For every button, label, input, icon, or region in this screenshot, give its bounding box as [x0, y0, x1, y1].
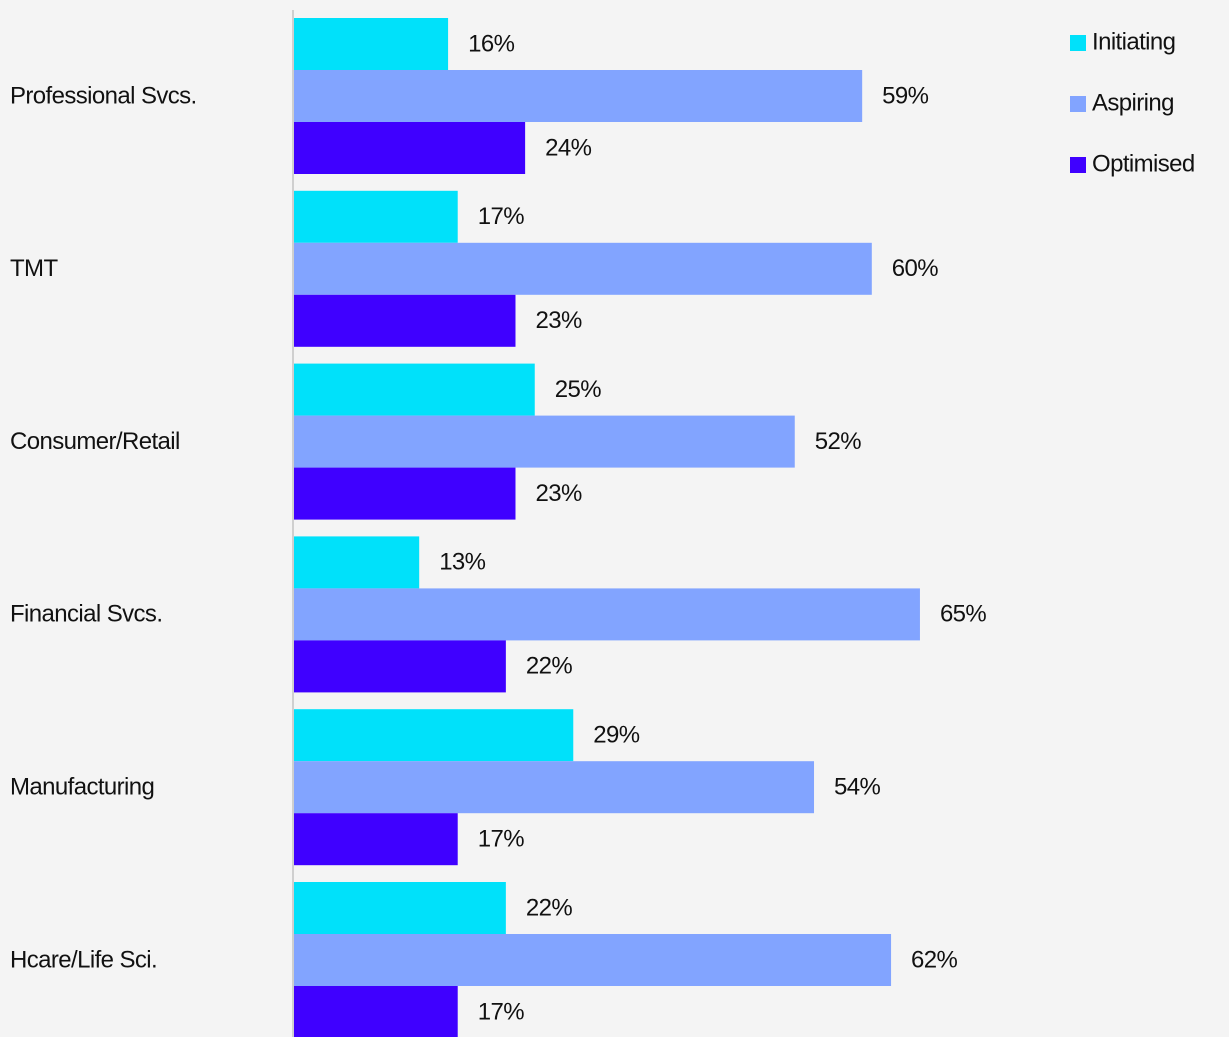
bar — [294, 588, 920, 641]
value-label: 24% — [545, 134, 591, 161]
value-label: 62% — [911, 946, 957, 973]
category-label: Consumer/Retail — [10, 428, 180, 455]
legend-swatch — [1070, 157, 1086, 173]
category-label: Manufacturing — [10, 774, 154, 801]
bar — [294, 813, 458, 866]
bar — [294, 242, 872, 295]
legend-label: Initiating — [1092, 28, 1175, 55]
value-label: 17% — [478, 826, 524, 853]
bar — [294, 761, 815, 814]
value-label: 13% — [439, 549, 485, 576]
bar — [294, 536, 420, 589]
value-label: 22% — [526, 653, 572, 680]
bar — [294, 934, 892, 986]
bar — [294, 882, 506, 934]
legend-swatch — [1070, 96, 1086, 112]
legend-label: Optimised — [1092, 150, 1195, 177]
bar — [294, 467, 516, 520]
value-label: 52% — [815, 428, 861, 455]
category-label: Hcare/Life Sci. — [10, 946, 157, 973]
value-label: 17% — [478, 203, 524, 230]
bar — [294, 640, 506, 693]
value-label: 22% — [526, 894, 572, 921]
value-label: 60% — [892, 255, 938, 282]
category-label: TMT — [10, 255, 58, 282]
category-label: Financial Svcs. — [10, 601, 162, 628]
value-label: 59% — [882, 82, 928, 109]
bar — [294, 70, 863, 122]
value-label: 23% — [535, 480, 581, 507]
value-label: 29% — [593, 722, 639, 749]
category-label: Professional Svcs. — [10, 82, 197, 109]
legend-swatch — [1070, 35, 1086, 51]
bar — [294, 18, 449, 70]
bar — [294, 415, 795, 468]
bar — [294, 986, 458, 1037]
value-label: 23% — [535, 307, 581, 334]
legend-label: Aspiring — [1092, 89, 1174, 116]
bar — [294, 190, 458, 243]
bar — [294, 709, 574, 762]
bar — [294, 122, 526, 174]
value-label: 25% — [555, 376, 601, 403]
value-label: 16% — [468, 30, 514, 57]
bar — [294, 294, 516, 347]
value-label: 17% — [478, 998, 524, 1025]
bar — [294, 363, 535, 416]
value-label: 54% — [834, 774, 880, 801]
value-label: 65% — [940, 601, 986, 628]
